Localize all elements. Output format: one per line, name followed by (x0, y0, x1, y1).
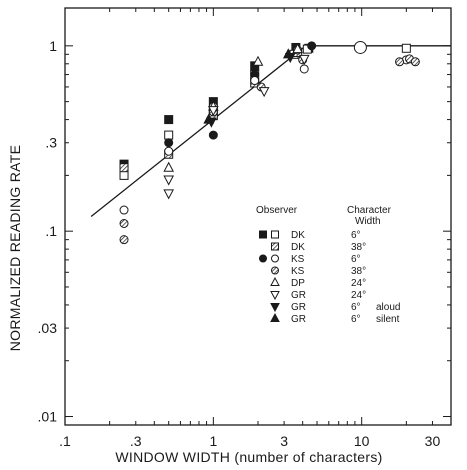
legend-marker (271, 230, 279, 239)
data-point (250, 76, 260, 86)
data-point (119, 219, 129, 229)
data-point (258, 87, 270, 98)
data-point (208, 106, 219, 117)
data-point (164, 115, 174, 125)
data-point (164, 130, 174, 140)
legend-marker (270, 312, 280, 322)
legend-width: 6° (351, 254, 361, 265)
legend-width: 6° (351, 314, 361, 325)
legend-observer: KS (291, 266, 305, 277)
data-point (203, 113, 214, 124)
fit-line (90, 45, 451, 218)
legend-header-width: Character (347, 205, 392, 216)
data-point (208, 130, 218, 140)
x-axis-title: WINDOW WIDTH (number of characters) (115, 449, 382, 465)
legend-marker (259, 230, 267, 239)
legend-observer: KS (291, 254, 305, 265)
data-point (164, 146, 174, 156)
legend-observer: GR (291, 302, 306, 313)
data-point (250, 61, 260, 71)
legend-header-width-line2: Width (355, 216, 381, 227)
legend-width: 38° (351, 266, 366, 277)
legend-marker (259, 254, 267, 263)
legend-width: 6° (351, 302, 361, 313)
y-tick-label: .03 (38, 320, 58, 336)
legend-marker (270, 291, 280, 301)
data-point (164, 138, 174, 148)
y-axis-title: NORMALIZED READING RATE (7, 145, 23, 352)
legend-observer: DP (291, 278, 305, 289)
x-tick-label: 30 (425, 433, 441, 449)
data-point (119, 163, 129, 173)
legend-marker (271, 254, 279, 263)
data-point (395, 57, 405, 67)
legend-observer: DK (291, 230, 305, 241)
legend-note: aloud (376, 302, 400, 313)
legend-observer: DK (291, 242, 305, 253)
data-point (119, 205, 129, 215)
data-point (163, 189, 175, 200)
data-point (282, 48, 294, 59)
legend-header-observer: Observer (256, 205, 298, 216)
data-point (163, 161, 175, 172)
legend-marker (270, 276, 280, 286)
data-point (299, 64, 309, 74)
legend-marker (270, 303, 280, 313)
legend-width: 38° (351, 242, 366, 253)
data-point (119, 170, 129, 180)
y-tick-label: .3 (45, 135, 57, 151)
data-point (353, 40, 367, 54)
x-tick-label: 10 (354, 433, 370, 449)
legend-marker (271, 242, 279, 251)
legend-width: 24° (351, 278, 366, 289)
data-point (163, 175, 175, 186)
data-point (401, 43, 411, 53)
data-point (252, 55, 264, 66)
y-tick-label: .1 (45, 223, 57, 239)
data-point (119, 235, 129, 245)
data-point (298, 54, 310, 65)
legend-observer: GR (291, 290, 306, 301)
x-tick-label: 1 (209, 433, 217, 449)
x-tick-label: .1 (59, 433, 71, 449)
legend-observer: GR (291, 314, 306, 325)
y-tick-label: 1 (49, 38, 57, 54)
legend-note: silent (376, 314, 400, 325)
y-tick-label: .01 (38, 409, 58, 425)
legend-width: 6° (351, 230, 361, 241)
x-tick-label: 3 (280, 433, 288, 449)
data-point (307, 41, 317, 51)
legend-width: 24° (351, 290, 366, 301)
data-point (292, 43, 303, 54)
legend-marker (271, 266, 279, 275)
data-point (410, 57, 420, 67)
x-tick-label: .3 (130, 433, 142, 449)
